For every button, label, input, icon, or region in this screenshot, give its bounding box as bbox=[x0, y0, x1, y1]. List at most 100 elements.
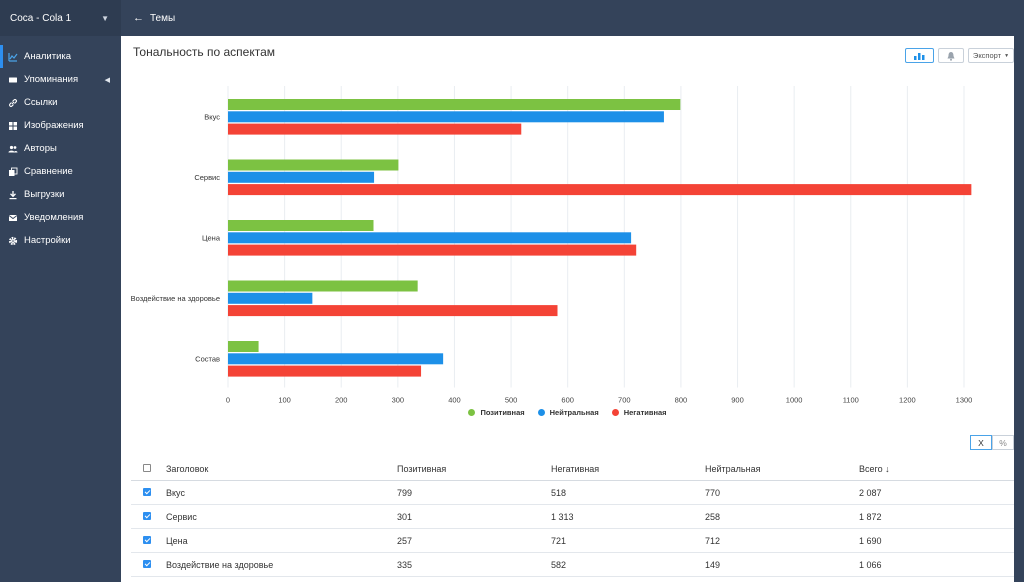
bar[interactable] bbox=[228, 365, 422, 377]
cell-total: 1 690 bbox=[859, 535, 882, 546]
sidebar-item-5[interactable]: Авторы bbox=[0, 137, 121, 160]
link-icon bbox=[8, 98, 18, 108]
bar[interactable] bbox=[228, 111, 664, 123]
bar[interactable] bbox=[228, 123, 522, 135]
gear-icon bbox=[8, 236, 18, 246]
sidebar-item-label: Упоминания bbox=[24, 74, 79, 85]
sidebar-item-8[interactable]: Уведомления bbox=[0, 206, 121, 229]
legend-item[interactable]: Негативная bbox=[611, 408, 667, 417]
table-row[interactable]: Вкус 799 518 770 2 087 bbox=[131, 481, 1014, 505]
sidebar-nav: Аналитика Упоминания ◀ Ссылки Изображения Авт… bbox=[0, 45, 121, 252]
main-panel: Тональность по аспектам Экспорт ▼ 0 100 20… bbox=[121, 36, 1014, 582]
cell-negative: 518 bbox=[551, 487, 567, 498]
x-tick-label: 1200 bbox=[899, 396, 916, 405]
bar[interactable] bbox=[228, 292, 313, 304]
sidebar-item-3[interactable]: Ссылки bbox=[0, 91, 121, 114]
cell-total: 2 087 bbox=[859, 487, 882, 498]
sidebar-item-2[interactable]: Упоминания ◀ bbox=[0, 68, 121, 91]
legend-label: Позитивная bbox=[480, 408, 525, 417]
cell-total: 1 872 bbox=[859, 511, 882, 522]
category-label: Состав bbox=[195, 354, 220, 363]
legend-dot bbox=[611, 409, 619, 416]
cell-neutral: 258 bbox=[705, 511, 721, 522]
legend-label: Негативная bbox=[623, 408, 667, 417]
legend-item[interactable]: Позитивная bbox=[468, 408, 525, 417]
row-checkbox[interactable] bbox=[143, 535, 151, 544]
table-row[interactable]: Воздействие на здоровье 335 582 149 1 066 bbox=[131, 553, 1014, 577]
cell-neutral: 712 bbox=[705, 535, 721, 546]
chevron-down-icon: ▼ bbox=[101, 13, 109, 23]
sidebar-item-label: Уведомления bbox=[24, 212, 84, 223]
back-arrow-icon[interactable]: ← bbox=[133, 12, 144, 24]
export-dropdown[interactable]: Экспорт ▼ bbox=[968, 48, 1014, 63]
sidebar-item-9[interactable]: Настройки bbox=[0, 229, 121, 252]
sidebar-item-label: Авторы bbox=[24, 143, 57, 154]
cell-title: Цена bbox=[166, 535, 188, 546]
column-header-negative[interactable]: Негативная bbox=[551, 464, 600, 474]
bar[interactable] bbox=[228, 353, 444, 365]
mentions-icon bbox=[8, 75, 18, 85]
x-tick-label: 300 bbox=[392, 396, 405, 405]
cell-neutral: 149 bbox=[705, 559, 721, 570]
aspect-sentiment-chart: 0 100 200 300 400 500 600 700 800 900 1000 1100 1200… bbox=[131, 86, 973, 405]
legend-dot bbox=[468, 409, 476, 416]
sidebar-item-1[interactable]: Аналитика bbox=[0, 45, 121, 68]
x-tick-label: 900 bbox=[731, 396, 744, 405]
bar[interactable] bbox=[228, 232, 632, 244]
column-header-total[interactable]: Всего ↓ bbox=[859, 464, 890, 474]
sidebar-item-4[interactable]: Изображения bbox=[0, 114, 121, 137]
row-checkbox[interactable] bbox=[143, 511, 151, 520]
bar[interactable] bbox=[228, 280, 418, 292]
cell-negative: 582 bbox=[551, 559, 567, 570]
bar[interactable] bbox=[228, 220, 374, 231]
notification-button[interactable] bbox=[938, 48, 964, 63]
bar-chart-view-button[interactable] bbox=[905, 48, 934, 63]
chart-toolbar: Экспорт ▼ bbox=[905, 48, 1014, 63]
x-tick-label: 1300 bbox=[956, 396, 973, 405]
select-all-checkbox[interactable] bbox=[143, 464, 151, 472]
caret-down-icon: ▼ bbox=[1004, 52, 1010, 59]
sidebar-item-7[interactable]: Выгрузки bbox=[0, 183, 121, 206]
bar-chart-icon bbox=[914, 52, 925, 60]
x-tick-label: 700 bbox=[618, 396, 631, 405]
bar[interactable] bbox=[228, 159, 399, 171]
table-row[interactable]: Сервис 301 1 313 258 1 872 bbox=[131, 505, 1014, 529]
bar[interactable] bbox=[228, 99, 681, 110]
compare-icon bbox=[8, 167, 18, 177]
aspects-table: Заголовок Позитивная Негативная Нейтраль… bbox=[131, 458, 1014, 577]
bar[interactable] bbox=[228, 305, 558, 317]
legend-item[interactable]: Нейтральная bbox=[537, 408, 599, 417]
bar[interactable] bbox=[228, 244, 637, 256]
sidebar: Coca - Cola 1 ▼ Аналитика Упоминания ◀ Ссыл… bbox=[0, 0, 121, 582]
table-row[interactable]: Цена 257 721 712 1 690 bbox=[131, 529, 1014, 553]
header: ← Темы bbox=[121, 0, 1024, 36]
column-header-neutral[interactable]: Нейтральная bbox=[705, 464, 761, 474]
cell-negative: 1 313 bbox=[551, 511, 574, 522]
bar[interactable] bbox=[228, 341, 259, 352]
sidebar-item-label: Ссылки bbox=[24, 97, 58, 108]
x-tick-label: 0 bbox=[226, 396, 230, 405]
table-header-row: Заголовок Позитивная Негативная Нейтраль… bbox=[131, 458, 1014, 481]
export-label: Экспорт bbox=[972, 51, 1002, 60]
project-selector[interactable]: Coca - Cola 1 ▼ bbox=[0, 0, 121, 36]
legend-dot bbox=[537, 409, 545, 416]
column-header-title[interactable]: Заголовок bbox=[166, 464, 209, 474]
column-header-positive[interactable]: Позитивная bbox=[397, 464, 447, 474]
bar[interactable] bbox=[228, 184, 972, 196]
percent-values-button[interactable]: % bbox=[992, 435, 1014, 450]
legend-label: Нейтральная bbox=[549, 408, 599, 417]
authors-icon bbox=[8, 144, 18, 154]
sidebar-item-label: Сравнение bbox=[24, 166, 73, 177]
images-icon bbox=[8, 121, 18, 131]
bar[interactable] bbox=[228, 171, 375, 183]
back-link[interactable]: Темы bbox=[150, 12, 176, 24]
x-tick-label: 500 bbox=[505, 396, 518, 405]
sidebar-item-6[interactable]: Сравнение bbox=[0, 160, 121, 183]
row-checkbox[interactable] bbox=[143, 559, 151, 568]
sidebar-item-label: Изображения bbox=[24, 120, 84, 131]
download-icon bbox=[8, 190, 18, 200]
project-name: Coca - Cola 1 bbox=[10, 12, 72, 24]
cell-positive: 257 bbox=[397, 535, 413, 546]
absolute-values-button[interactable]: Х bbox=[970, 435, 992, 450]
row-checkbox[interactable] bbox=[143, 487, 151, 496]
